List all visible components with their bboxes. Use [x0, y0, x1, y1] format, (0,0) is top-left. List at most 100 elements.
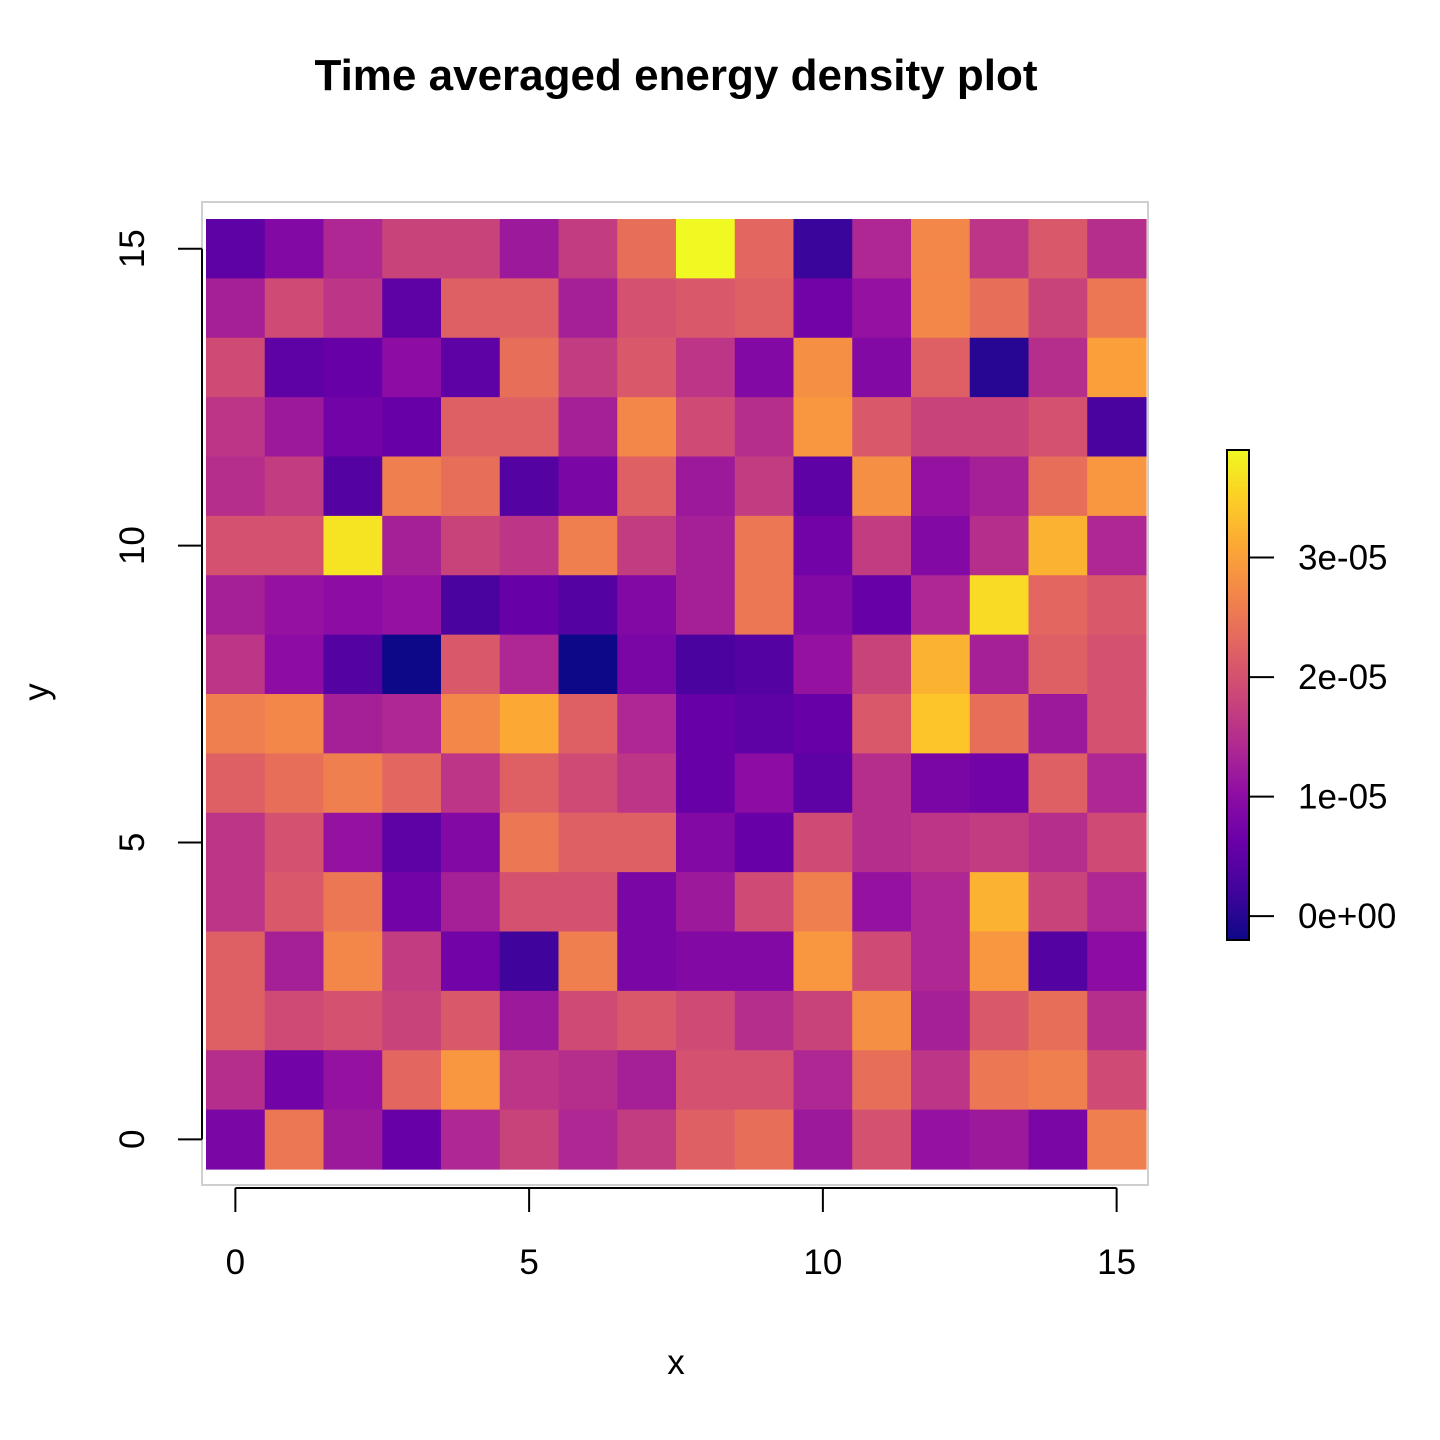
heatmap-cell — [1028, 397, 1088, 458]
y-tick-label: 15 — [113, 229, 152, 268]
heatmap-cell — [734, 219, 795, 279]
heatmap-cell — [558, 753, 618, 814]
heatmap-cell — [969, 931, 1030, 992]
heatmap-cell — [734, 634, 795, 695]
heatmap-cell — [499, 931, 560, 992]
heatmap-cell — [734, 1050, 795, 1111]
heatmap-cell — [441, 990, 501, 1051]
heatmap-cell — [969, 515, 1030, 576]
heatmap-cell — [911, 753, 971, 814]
heatmap-cell — [676, 515, 736, 576]
heatmap-cell — [911, 990, 971, 1051]
heatmap-cell — [852, 1109, 912, 1170]
heatmap-cell — [734, 575, 795, 636]
heatmap-cell — [382, 575, 442, 636]
heatmap-cell — [382, 1109, 442, 1170]
heatmap-cell — [676, 1050, 736, 1111]
heatmap-cell — [734, 753, 795, 814]
heatmap-cell — [441, 397, 501, 458]
x-tick-label: 0 — [226, 1243, 245, 1282]
heatmap-cell — [911, 219, 971, 279]
heatmap-cell — [558, 515, 618, 576]
heatmap-cell — [264, 812, 325, 873]
heatmap-cell — [676, 337, 736, 398]
heatmap-cell — [1087, 397, 1147, 458]
heatmap-cell — [206, 219, 266, 279]
heatmap-cell — [323, 812, 383, 873]
heatmap-cell — [734, 278, 795, 339]
heatmap-cell — [911, 1050, 971, 1111]
heatmap-cell — [911, 931, 971, 992]
heatmap-cell — [558, 337, 618, 398]
colorbar: 0e+00 1e-05 2e-05 3e-05 — [1226, 449, 1396, 941]
heatmap-cell — [382, 753, 442, 814]
heatmap-cell — [323, 575, 383, 636]
heatmap-cell — [852, 1050, 912, 1111]
heatmap-cell — [382, 397, 442, 458]
heatmap-cell — [264, 456, 325, 517]
heatmap-cell — [969, 812, 1030, 873]
heatmap-cell — [558, 278, 618, 339]
heatmap-cell — [969, 634, 1030, 695]
heatmap-cell — [206, 753, 266, 814]
heatmap-cell — [264, 872, 325, 933]
heatmap-cell — [1087, 219, 1147, 279]
y-axis: 0 5 10 15 — [113, 229, 203, 1149]
heatmap-cell — [1028, 990, 1088, 1051]
heatmap-cell — [264, 990, 325, 1051]
heatmap-cell — [676, 931, 736, 992]
heatmap-cell — [558, 931, 618, 992]
colorbar-tick-label: 1e-05 — [1298, 778, 1388, 817]
heatmap-cell — [382, 278, 442, 339]
heatmap-cell — [499, 990, 560, 1051]
heatmap-cell — [1028, 575, 1088, 636]
y-tick-label: 5 — [113, 833, 152, 852]
heatmap-cell — [617, 990, 677, 1051]
heatmap-cell — [1028, 812, 1088, 873]
heatmap-cell — [793, 337, 853, 398]
heatmap-cell — [911, 872, 971, 933]
heatmap-cell — [617, 753, 677, 814]
heatmap-cell — [1087, 1109, 1147, 1170]
heatmap-cell — [382, 634, 442, 695]
heatmap-cell — [852, 397, 912, 458]
heatmap-cell — [264, 931, 325, 992]
heatmap-cell — [264, 575, 325, 636]
heatmap-cell — [734, 812, 795, 873]
heatmap-cell — [734, 337, 795, 398]
heatmap-cell — [264, 1050, 325, 1111]
heatmap-cell — [617, 1109, 677, 1170]
heatmap-cell — [793, 278, 853, 339]
colorbar-tick-label: 2e-05 — [1298, 658, 1388, 697]
heatmap-cell — [793, 753, 853, 814]
heatmap-cell — [441, 812, 501, 873]
heatmap-cell — [206, 515, 266, 576]
heatmap-cell — [734, 931, 795, 992]
heatmap-cell — [323, 872, 383, 933]
heatmap-cell — [969, 219, 1030, 279]
heatmap-cell — [676, 1109, 736, 1170]
heatmap-cell — [206, 575, 266, 636]
heatmap-cell — [264, 515, 325, 576]
heatmap-cell — [382, 931, 442, 992]
heatmap-cell — [1087, 278, 1147, 339]
heatmap-cell — [852, 219, 912, 279]
heatmap-cell — [441, 753, 501, 814]
heatmap-cell — [558, 575, 618, 636]
heatmap-cell — [1028, 931, 1088, 992]
heatmap-cell — [911, 337, 971, 398]
heatmap-cell — [499, 278, 560, 339]
heatmap-cell — [969, 753, 1030, 814]
heatmap-cell — [734, 515, 795, 576]
heatmap-cell — [323, 931, 383, 992]
heatmap-cell — [676, 575, 736, 636]
heatmap-cell — [264, 397, 325, 458]
heatmap-cell — [382, 337, 442, 398]
heatmap-cell — [969, 1109, 1030, 1170]
heatmap-cell — [441, 219, 501, 279]
heatmap-cell — [558, 456, 618, 517]
heatmap-cell — [441, 634, 501, 695]
heatmap-cell — [852, 694, 912, 754]
heatmap-cell — [323, 1109, 383, 1170]
heatmap-cell — [499, 456, 560, 517]
